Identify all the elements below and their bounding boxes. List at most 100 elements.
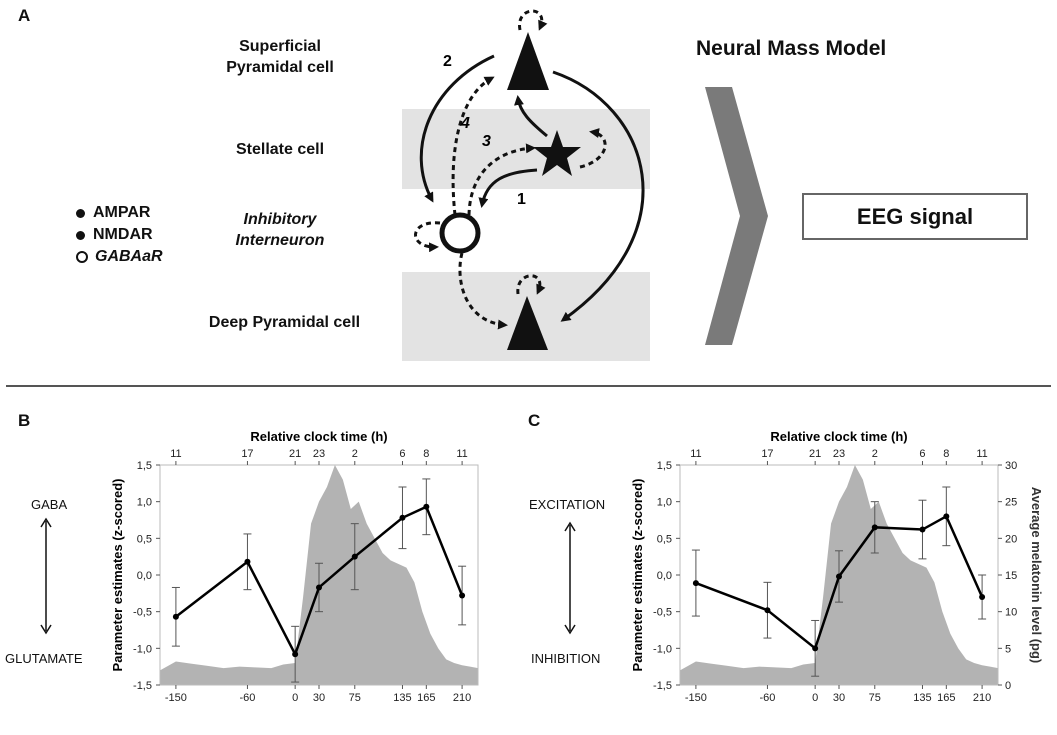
y-tick-label: 0,5 <box>137 533 152 545</box>
connection-number-3: 3 <box>482 133 491 150</box>
data-point <box>459 592 466 599</box>
superficial-label-line2: Pyramidal cell <box>226 59 334 76</box>
y-axis-title: Parameter estimates (z-scored) <box>630 479 645 672</box>
top-tick-label: 21 <box>809 448 821 460</box>
data-point <box>292 651 299 658</box>
receptor-legend: AMPAR NMDAR GABAaR <box>76 202 163 268</box>
right-tick-label: 10 <box>1005 607 1017 619</box>
legend-ampar: AMPAR <box>76 202 163 224</box>
x-tick-label: 75 <box>349 692 361 704</box>
series-line <box>695 514 984 651</box>
top-tick-label: 8 <box>423 448 429 460</box>
legend-gabaar: GABAaR <box>76 246 163 268</box>
top-tick-label: 23 <box>833 448 845 460</box>
glutamate-label: GLUTAMATE <box>5 651 83 666</box>
top-tick-label: 6 <box>399 448 405 460</box>
deep-self-loop <box>516 274 546 295</box>
x-tick-label: 135 <box>913 692 931 704</box>
data-point <box>351 553 358 560</box>
data-point <box>423 503 430 510</box>
gabaar-ring-icon <box>76 251 88 263</box>
panel-c-letter: C <box>528 411 541 430</box>
stellate-to-inhibitory-arrow <box>478 168 538 208</box>
top-tick-label: 8 <box>943 448 949 460</box>
ampar-dot-icon <box>76 208 85 218</box>
y-tick-label: 1,0 <box>657 497 672 509</box>
circuit-diagram: 1 2 3 4 <box>414 9 768 350</box>
top-axis-title: Relative clock time (h) <box>770 429 907 444</box>
right-tick-label: 15 <box>1005 570 1017 582</box>
y-tick-label: -0,5 <box>133 607 152 619</box>
gaba-label: GABA <box>31 497 68 512</box>
y-tick-label: 1,0 <box>137 497 152 509</box>
right-tick-label: 25 <box>1005 497 1017 509</box>
gaba-glutamate-arrow-icon <box>40 517 52 635</box>
top-tick-label: 17 <box>761 448 773 460</box>
connection-number-1: 1 <box>517 191 526 208</box>
superficial-self-loop <box>518 9 548 31</box>
y-tick-label: 0,0 <box>657 570 672 582</box>
top-tick-label: 23 <box>313 448 325 460</box>
superficial-pyramidal-cell <box>507 32 549 90</box>
legend-nmdar: NMDAR <box>76 224 163 246</box>
data-point <box>692 580 699 587</box>
y-tick-label: 1,5 <box>657 460 672 472</box>
x-tick-label: -150 <box>165 692 187 704</box>
right-axis-label: Average melatonin level (pg) <box>1029 487 1044 664</box>
series-line <box>175 505 464 658</box>
top-tick-label: 11 <box>170 448 181 460</box>
top-tick-label: 11 <box>976 448 987 460</box>
x-tick-label: 135 <box>393 692 411 704</box>
neural-mass-model-title: Neural Mass Model <box>696 37 887 60</box>
panel-b-letter: B <box>18 411 31 430</box>
top-tick-label: 2 <box>872 448 878 460</box>
x-tick-label: 0 <box>292 692 298 704</box>
right-tick-label: 5 <box>1005 643 1011 655</box>
data-point <box>172 613 179 620</box>
x-tick-label: 30 <box>833 692 845 704</box>
top-axis-title: Relative clock time (h) <box>250 429 387 444</box>
deep-pyramidal-cell <box>507 296 548 350</box>
y-tick-label: -1,5 <box>653 680 672 692</box>
x-tick-label: 165 <box>937 692 955 704</box>
inhibitory-interneuron-label: Inhibitory Interneuron <box>215 209 345 251</box>
inhibitory-to-stellate-arrow <box>467 143 536 216</box>
y-tick-label: 0,0 <box>137 570 152 582</box>
stellate-to-superficial-arrow <box>514 95 548 138</box>
panel-a-letter: A <box>18 6 31 25</box>
top-tick-label: 17 <box>241 448 253 460</box>
y-tick-label: 0,5 <box>657 533 672 545</box>
data-point <box>836 573 842 580</box>
data-point <box>871 524 878 531</box>
x-tick-label: -60 <box>239 692 255 704</box>
nmdar-dot-icon <box>76 230 85 240</box>
panel-divider <box>6 385 1051 387</box>
ampar-label: AMPAR <box>93 204 151 221</box>
gabaar-label: GABAaR <box>95 248 163 265</box>
right-tick-label: 30 <box>1005 460 1017 472</box>
chevron-arrow-icon <box>705 87 768 345</box>
superficial-to-deep-arrow <box>552 70 645 322</box>
inhibitory-label-line2: Interneuron <box>235 232 325 249</box>
x-tick-label: 210 <box>973 692 991 704</box>
superficial-pyramidal-label: Superficial Pyramidal cell <box>205 36 355 78</box>
deep-pyramidal-label: Deep Pyramidal cell <box>208 314 361 331</box>
data-point <box>919 526 926 533</box>
right-tick-label: 20 <box>1005 533 1017 545</box>
top-tick-label: 21 <box>289 448 301 460</box>
eeg-signal-box: EEG signal <box>802 193 1028 240</box>
data-point <box>943 513 950 520</box>
y-tick-label: -1,0 <box>133 643 152 655</box>
x-tick-label: 30 <box>313 692 325 704</box>
stellate-label: Stellate cell <box>235 141 325 158</box>
x-tick-label: 0 <box>812 692 818 704</box>
y-tick-label: 1,5 <box>137 460 152 472</box>
x-tick-label: -60 <box>759 692 775 704</box>
y-tick-label: -1,0 <box>653 643 672 655</box>
y-axis-title: Parameter estimates (z-scored) <box>110 479 125 672</box>
superficial-to-inhibitory-arrow <box>419 54 495 203</box>
top-tick-label: 6 <box>919 448 925 460</box>
inhibitory-label-line1: Inhibitory <box>243 211 317 228</box>
excitation-inhibition-arrow-icon <box>564 521 576 635</box>
nmdar-label: NMDAR <box>93 226 153 243</box>
